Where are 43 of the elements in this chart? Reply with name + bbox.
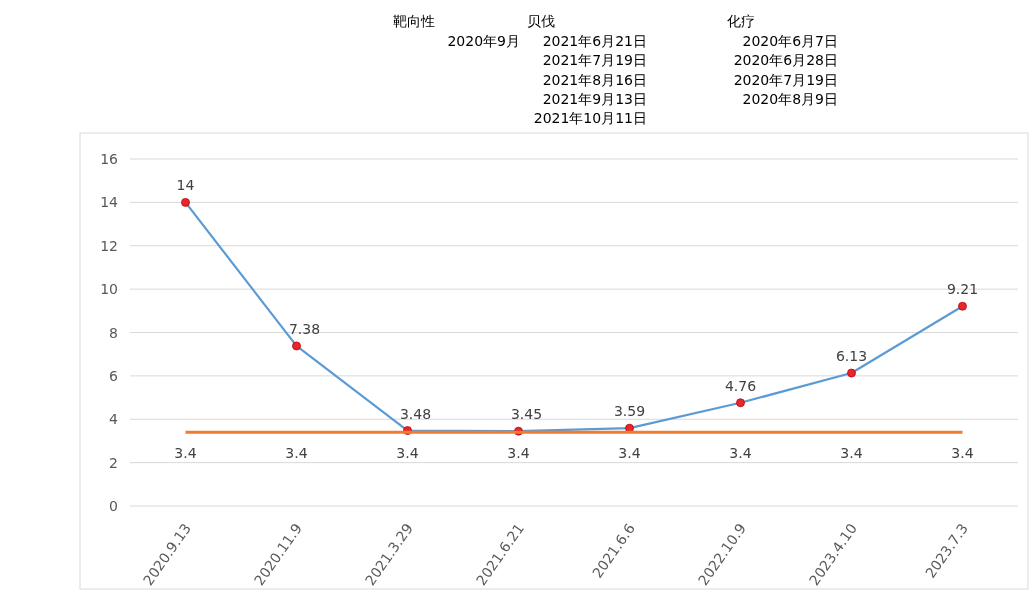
- y-tick-label: 10: [100, 281, 118, 298]
- data-label: 3.4: [618, 445, 641, 462]
- point: [736, 398, 745, 408]
- data-label: 3.4: [285, 445, 308, 462]
- data-label: 4.76: [724, 377, 757, 394]
- data-label: 3.45: [510, 406, 543, 423]
- text: 靶向性: [393, 13, 435, 29]
- data-label: 3.4: [729, 445, 752, 462]
- data-label: 3.59: [613, 403, 646, 420]
- text: 2021年6月21日: [542, 33, 647, 49]
- data-label: 3.4: [840, 445, 863, 462]
- y-tick-label: 12: [100, 237, 118, 254]
- text: 贝伐: [527, 13, 555, 29]
- data-label: 14: [176, 177, 195, 194]
- text: 2020年7月19日: [733, 72, 838, 88]
- text: 2020年6月28日: [733, 52, 838, 68]
- y-tick-label: 14: [100, 194, 119, 211]
- y-tick-label: 6: [109, 367, 119, 384]
- y-tick-label: 4: [109, 411, 119, 428]
- point: [847, 368, 856, 378]
- data-label: 3.4: [396, 445, 419, 462]
- text: 2020年9月: [447, 33, 520, 49]
- data-label: 9.21: [946, 281, 979, 298]
- data-label: 6.13: [835, 348, 868, 365]
- y-tick-label: 0: [109, 498, 118, 514]
- text: 2021年7月19日: [542, 52, 647, 68]
- y-tick-label: 2: [109, 454, 118, 471]
- point: [292, 341, 301, 351]
- text: 2021年10月11日: [533, 110, 647, 126]
- data-label: 3.4: [951, 445, 974, 462]
- data-label: 3.4: [174, 445, 197, 462]
- text: 2021年9月13日: [542, 91, 647, 107]
- text: 2021年8月16日: [542, 72, 647, 88]
- y-tick-label: 16: [100, 151, 119, 167]
- point: [958, 301, 967, 311]
- text: 2020年8月9日: [742, 91, 838, 107]
- text: 2020年6月7日: [742, 33, 838, 49]
- data-label: 3.48: [399, 405, 432, 422]
- data-label: 7.38: [288, 320, 321, 337]
- text: 化疗: [727, 13, 755, 29]
- point: [181, 197, 190, 207]
- y-tick-label: 8: [109, 324, 118, 341]
- data-label: 3.4: [507, 445, 530, 462]
